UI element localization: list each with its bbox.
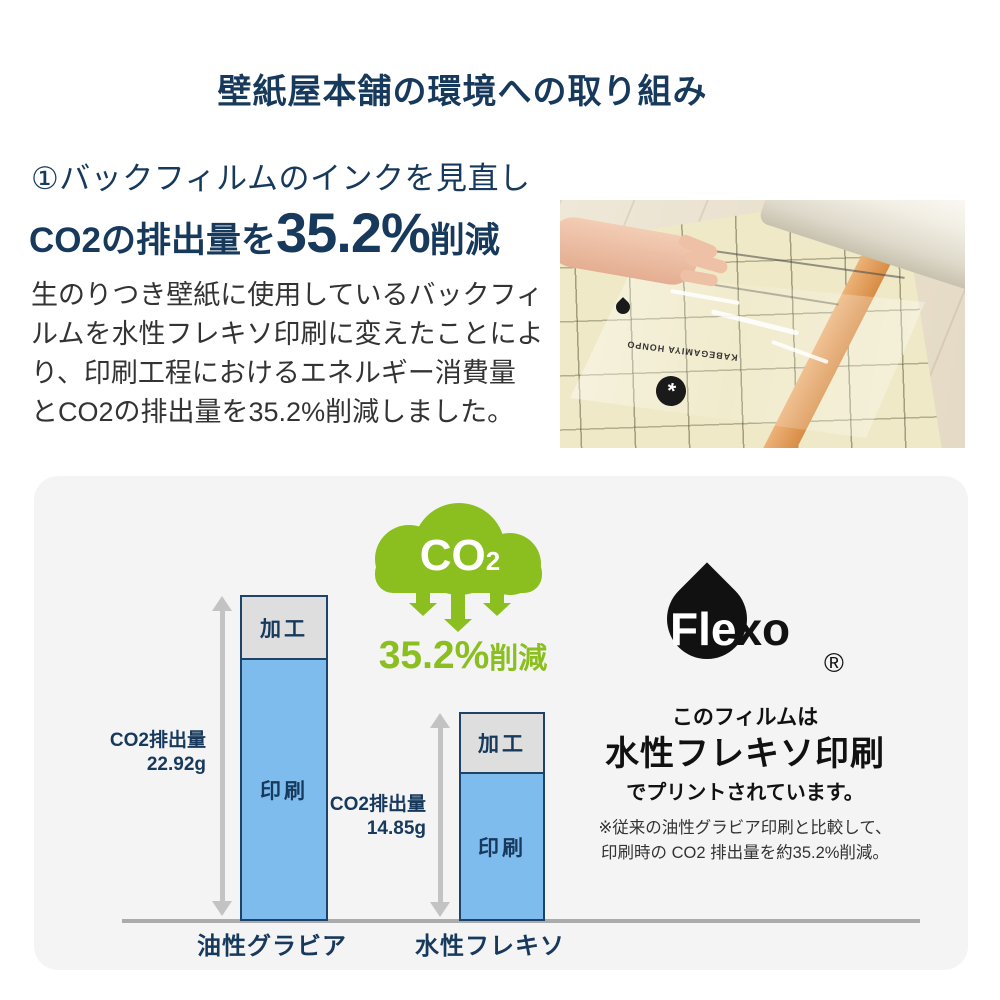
measure-arrow-left	[212, 596, 232, 916]
segment-label: 加工	[260, 617, 308, 641]
reduction-label: 35.2%削減	[368, 634, 558, 678]
bar-right-value-label: CO2排出量 14.85g	[276, 793, 426, 841]
section-subtitle: ①バックフィルムのインクを見直し	[31, 161, 531, 196]
cloud-shape	[375, 555, 542, 593]
product-photo: KABEGAMIYA HONPO *	[560, 200, 965, 448]
headline-suffix: 削減	[429, 221, 500, 260]
category-label-oil-gravure: 油性グラビア	[197, 933, 347, 960]
flexo-footnote-line2: 印刷時の CO2 排出量を約35.2%削減。	[601, 844, 889, 862]
bar-left-value-label: CO2排出量 22.92g	[56, 729, 206, 777]
intro-paragraph-line: ルムを水性フレキソ印刷に変えたことによ	[31, 319, 544, 349]
registered-mark: ®	[824, 648, 844, 678]
intro-paragraph-line: とCO2の排出量を35.2%削減しました。	[31, 397, 515, 427]
intro-paragraph: 生のりつき壁紙に使用しているバックフィ ルムを水性フレキソ印刷に変えたことによ …	[31, 276, 543, 432]
flexo-logo-black-part: xo	[736, 603, 791, 655]
co2-cloud-icon: CO2	[375, 503, 542, 628]
intro-paragraph-line: り、印刷工程におけるエネルギー消費量	[31, 358, 516, 388]
bar-water-flexo: 加工 印刷	[459, 712, 545, 921]
headline-prefix: CO2の排出量を	[29, 221, 276, 260]
bar-segment-processing: 加工	[242, 597, 326, 660]
comparison-panel: CO2排出量 22.92g 加工 印刷 CO2排出量 14.85g 加工 印刷	[34, 476, 968, 970]
cloud-co2-text: CO2	[385, 531, 535, 581]
bar-right-value-title: CO2排出量	[329, 794, 426, 815]
co2-headline: CO2の排出量を35.2%削減	[29, 200, 500, 265]
flexo-footnote-line1: ※従来の油性グラビア印刷と比較して、	[598, 819, 892, 837]
headline-value: 35.2%	[275, 201, 431, 264]
segment-label: 印刷	[478, 836, 526, 860]
flexo-logo-white-part: Fle	[670, 603, 737, 655]
bar-oil-gravure: 加工 印刷	[240, 595, 328, 921]
co2-subscript: 2	[485, 546, 501, 576]
intro-paragraph-line: 生のりつき壁紙に使用しているバックフィ	[31, 280, 543, 310]
flexo-caption-line2: 水性フレキソ印刷	[605, 735, 885, 773]
reduction-value: 35.2%	[378, 634, 490, 677]
bar-right-value-number: 14.85g	[366, 818, 426, 839]
chart-baseline	[122, 919, 920, 923]
bar-segment-printing: 印刷	[461, 774, 543, 919]
bar-segment-processing: 加工	[461, 714, 543, 774]
measure-arrow-right	[430, 713, 450, 917]
category-label-water-flexo: 水性フレキソ	[415, 933, 565, 960]
bar-segment-printing: 印刷	[242, 660, 326, 919]
bar-left-value-number: 22.92g	[146, 754, 206, 775]
segment-label: 加工	[478, 733, 526, 756]
co2-main: CO	[419, 531, 486, 580]
segment-label: 印刷	[260, 779, 308, 803]
reduction-suffix: 削減	[489, 643, 548, 675]
bar-left-value-title: CO2排出量	[109, 730, 206, 751]
flexo-logo-text: Flexo	[670, 602, 790, 656]
page-title: 壁紙屋本舗の環境への取り組み	[217, 73, 708, 111]
flexo-caption-line1: このフィルムは	[671, 706, 819, 729]
flexo-caption-line3: でプリントされています。	[626, 782, 864, 804]
